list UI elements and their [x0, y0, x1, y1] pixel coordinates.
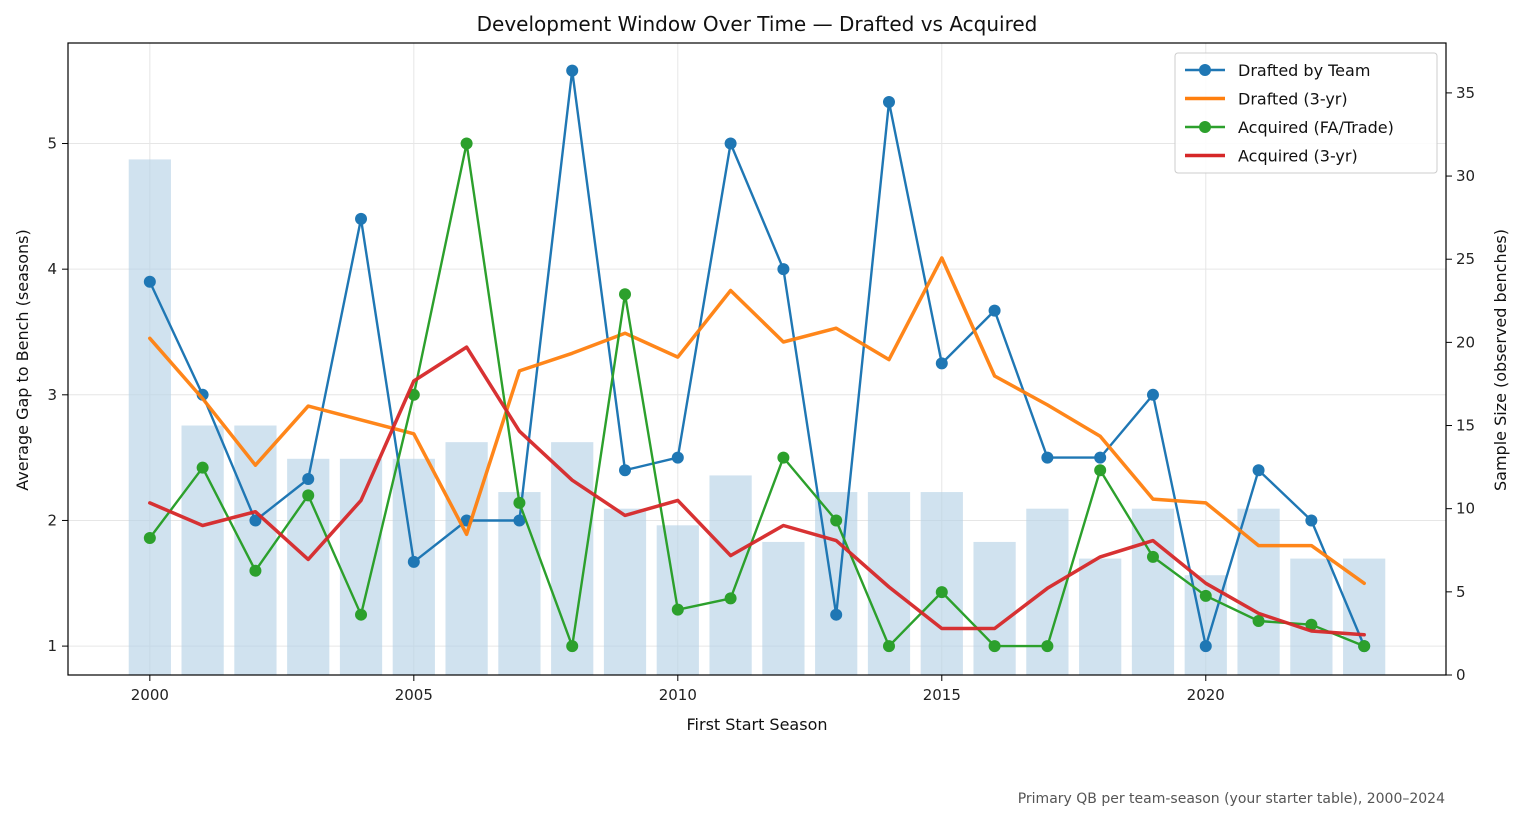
series-point-acquired-fa-trade [513, 496, 526, 509]
series-point-drafted-by-team [1041, 451, 1054, 464]
y2-tick-label: 5 [1456, 583, 1466, 601]
series-point-drafted-by-team [1199, 640, 1212, 653]
series-line-acquired-fa-trade [148, 142, 1366, 648]
axes: 2000 2005 2010 2015 2020 1 2 3 4 5 0 5 10 15 20 25 30 35 [47, 84, 1475, 704]
series-point-drafted-by-team [777, 263, 790, 276]
sample-size-bar [603, 508, 647, 675]
series-point-drafted-by-team [249, 514, 262, 527]
series-point-acquired-fa-trade [830, 514, 843, 527]
series-line-acquired-3-yr [148, 345, 1366, 637]
series-point-drafted-by-team [988, 304, 1001, 317]
series-point-acquired-fa-trade [1358, 640, 1371, 653]
series-line-drafted-3-yr [148, 256, 1366, 586]
series-point-drafted-by-team [355, 212, 368, 225]
series-point-drafted-by-team [1305, 514, 1318, 527]
y-tick-label: 2 [47, 511, 57, 529]
legend-label: Acquired (FA/Trade) [1238, 118, 1394, 137]
sample-size-bar [445, 442, 488, 675]
sample-size-bar [1343, 558, 1386, 675]
chart-title: Development Window Over Time — Drafted v… [477, 12, 1038, 36]
series-point-drafted-by-team [724, 137, 737, 150]
series-point-acquired-fa-trade [302, 489, 315, 502]
series-point-acquired-fa-trade [724, 592, 737, 605]
series-point-drafted-by-team [619, 464, 632, 477]
sample-size-bar [128, 159, 171, 676]
series-point-acquired-fa-trade [882, 640, 895, 653]
legend-label: Acquired (3-yr) [1238, 147, 1358, 166]
series-point-acquired-fa-trade [777, 451, 790, 464]
y-tick-label: 5 [47, 135, 57, 153]
series-point-drafted-by-team [407, 555, 420, 568]
x-tick-label: 2000 [131, 686, 169, 704]
legend-label: Drafted (3-yr) [1238, 90, 1348, 109]
y-tick-label: 1 [47, 637, 57, 655]
sample-size-bar [656, 525, 699, 675]
x-tick-label: 2015 [923, 686, 961, 704]
series-point-acquired-fa-trade [355, 608, 368, 621]
sample-size-bar [920, 492, 963, 675]
series-line-drafted-by-team [148, 69, 1366, 648]
legend-marker [1199, 121, 1211, 133]
y2-tick-label: 35 [1456, 84, 1475, 102]
legend: Drafted by Team Drafted (3-yr) Acquired (F… [1174, 52, 1438, 174]
sample-size-bars [128, 159, 1386, 676]
sample-size-bar [709, 475, 752, 675]
series-point-drafted-by-team [935, 357, 948, 370]
sample-size-bar [762, 541, 805, 675]
series-point-acquired-fa-trade [935, 586, 948, 599]
series-point-drafted-by-team [1094, 451, 1107, 464]
x-axis-label: First Start Season [687, 715, 828, 734]
series-point-acquired-fa-trade [671, 603, 684, 616]
x-tick-label: 2010 [659, 686, 697, 704]
y2-axis-label: Sample Size (observed benches) [1491, 229, 1510, 491]
series-point-acquired-fa-trade [1252, 614, 1265, 627]
y2-tick-label: 20 [1456, 333, 1475, 351]
series-point-drafted-by-team [566, 64, 579, 77]
legend-label: Drafted by Team [1238, 61, 1370, 80]
series-point-drafted-by-team [882, 96, 895, 109]
sample-size-bar [1079, 558, 1122, 675]
series-point-drafted-by-team [513, 514, 526, 527]
legend-box [1174, 52, 1438, 174]
sample-size-bar [973, 541, 1016, 675]
series-point-drafted-by-team [1146, 388, 1159, 401]
series-point-drafted-by-team [1252, 464, 1265, 477]
series-lines [143, 64, 1371, 653]
series-point-acquired-fa-trade [1199, 589, 1212, 602]
sample-size-bar [1131, 508, 1175, 675]
series-point-acquired-fa-trade [1305, 618, 1318, 631]
series-point-drafted-by-team [302, 472, 315, 485]
x-tick-label: 2005 [395, 686, 433, 704]
series-point-drafted-by-team [671, 451, 684, 464]
y2-tick-label: 25 [1456, 250, 1475, 268]
series-point-drafted-by-team [830, 608, 843, 621]
y2-tick-label: 0 [1456, 666, 1466, 684]
x-tick-label: 2020 [1187, 686, 1225, 704]
series-point-acquired-fa-trade [1041, 640, 1054, 653]
y2-tick-label: 15 [1456, 417, 1475, 435]
y-tick-label: 3 [47, 386, 57, 404]
sample-size-bar [1290, 558, 1333, 675]
series-point-acquired-fa-trade [143, 532, 156, 545]
series-point-acquired-fa-trade [460, 137, 473, 150]
y-tick-label: 4 [47, 260, 57, 278]
series-point-acquired-fa-trade [566, 640, 579, 653]
series-point-acquired-fa-trade [1094, 464, 1107, 477]
legend-marker [1199, 64, 1211, 76]
series-point-acquired-fa-trade [249, 564, 262, 577]
y2-tick-label: 30 [1456, 167, 1475, 185]
plot-frame [67, 42, 1447, 676]
series-point-acquired-fa-trade [988, 640, 1001, 653]
series-point-acquired-fa-trade [196, 461, 209, 474]
series-point-acquired-fa-trade [619, 288, 632, 301]
series-point-drafted-by-team [143, 275, 156, 288]
y2-tick-label: 10 [1456, 500, 1475, 518]
y-axis-label: Average Gap to Bench (seasons) [13, 229, 32, 490]
sample-size-bar [339, 458, 383, 675]
footnote: Primary QB per team-season (your starter… [1018, 791, 1445, 807]
series-point-acquired-fa-trade [1146, 550, 1159, 563]
